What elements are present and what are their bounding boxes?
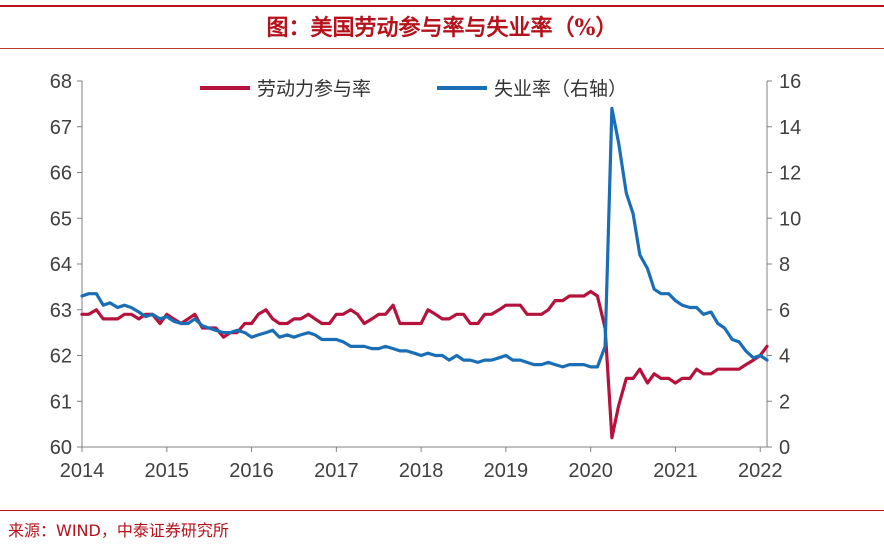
legend-item-participation-rate-label: 劳动力参与率 bbox=[257, 78, 371, 100]
right-tick-label: 2 bbox=[779, 391, 790, 413]
right-tick-label: 0 bbox=[779, 437, 790, 459]
left-tick-label: 68 bbox=[50, 71, 72, 93]
top-rule bbox=[0, 5, 884, 7]
title-bar: 图：美国劳动参与率与失业率（%） bbox=[0, 0, 884, 50]
title-rule bbox=[0, 48, 884, 49]
left-tick-label: 66 bbox=[50, 163, 72, 185]
x-tick-label: 2015 bbox=[145, 460, 190, 482]
x-tick-label: 2019 bbox=[484, 460, 529, 482]
x-tick-label: 2014 bbox=[60, 460, 105, 482]
legend-item-unemployment-rate-label: 失业率（右轴） bbox=[494, 78, 627, 100]
series-line-participation-rate bbox=[80, 289, 769, 440]
left-tick-label: 62 bbox=[50, 346, 72, 368]
right-tick-label: 8 bbox=[779, 254, 790, 276]
left-tick-label: 63 bbox=[50, 300, 72, 322]
left-tick-label: 61 bbox=[50, 391, 72, 413]
right-tick-label: 4 bbox=[779, 346, 790, 368]
chart-area: 60 61 62 63 64 65 66 67 68 0 2 4 6 8 10 12 14 16 2014 2015 2… bbox=[0, 50, 884, 510]
x-tick-label: 2021 bbox=[653, 460, 698, 482]
left-tick-label: 65 bbox=[50, 208, 72, 230]
right-tick-label: 16 bbox=[779, 71, 801, 93]
right-tick-label: 6 bbox=[779, 300, 790, 322]
x-tick-label: 2017 bbox=[314, 460, 359, 482]
source-note: 来源：WIND，中泰证券研究所 bbox=[8, 521, 229, 540]
series-line-unemployment-rate bbox=[80, 106, 769, 369]
footer-rule bbox=[0, 510, 884, 511]
left-tick-label: 60 bbox=[50, 437, 72, 459]
left-tick-label: 64 bbox=[50, 254, 72, 276]
right-tick-label: 10 bbox=[779, 208, 801, 230]
left-tick-label: 67 bbox=[50, 117, 72, 139]
x-tick-label: 2016 bbox=[229, 460, 274, 482]
chart-title: 图：美国劳动参与率与失业率（%） bbox=[266, 15, 618, 41]
x-tick-label: 2022 bbox=[738, 460, 783, 482]
right-tick-label: 14 bbox=[779, 117, 801, 139]
x-tick-label: 2020 bbox=[568, 460, 613, 482]
right-tick-label: 12 bbox=[779, 163, 801, 185]
x-tick-label: 2018 bbox=[399, 460, 444, 482]
